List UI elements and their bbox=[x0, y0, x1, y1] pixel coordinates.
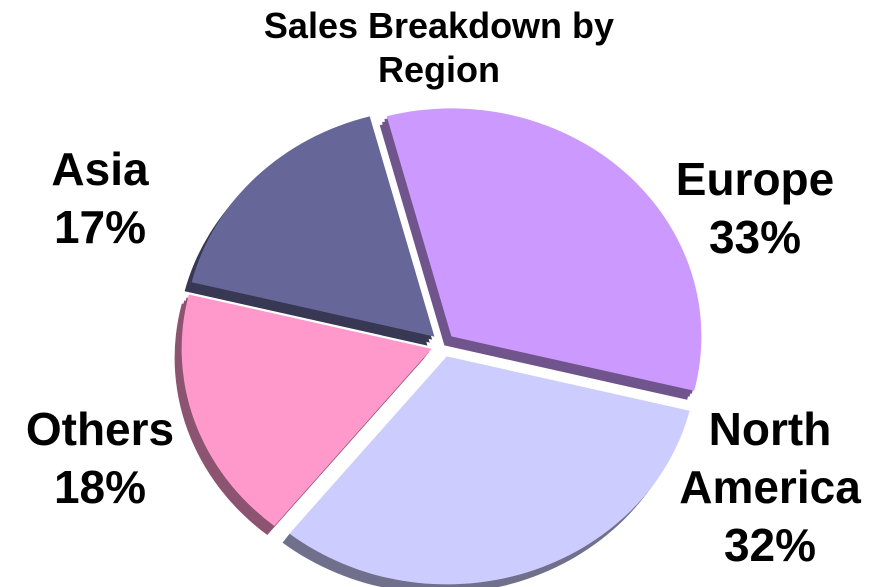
category-label: Europe bbox=[675, 153, 835, 205]
category-label: Asia bbox=[51, 143, 149, 195]
value-label: 18% bbox=[53, 461, 147, 513]
slice bbox=[386, 108, 702, 391]
category-label: Others bbox=[25, 403, 175, 455]
slice bbox=[289, 356, 690, 585]
slice bbox=[181, 294, 432, 527]
slice-label: Europe 33% bbox=[640, 150, 870, 266]
slice-label: North America 32% bbox=[655, 400, 878, 574]
slice-label: Asia 17% bbox=[0, 140, 215, 256]
chart-title: Sales Breakdown by Region bbox=[263, 5, 615, 90]
value-label: 33% bbox=[708, 211, 802, 263]
category-label: North America bbox=[679, 403, 861, 513]
slice-label: Others 18% bbox=[0, 400, 215, 516]
value-label: 17% bbox=[53, 201, 147, 253]
value-label: 32% bbox=[723, 519, 817, 571]
slice bbox=[191, 116, 435, 337]
